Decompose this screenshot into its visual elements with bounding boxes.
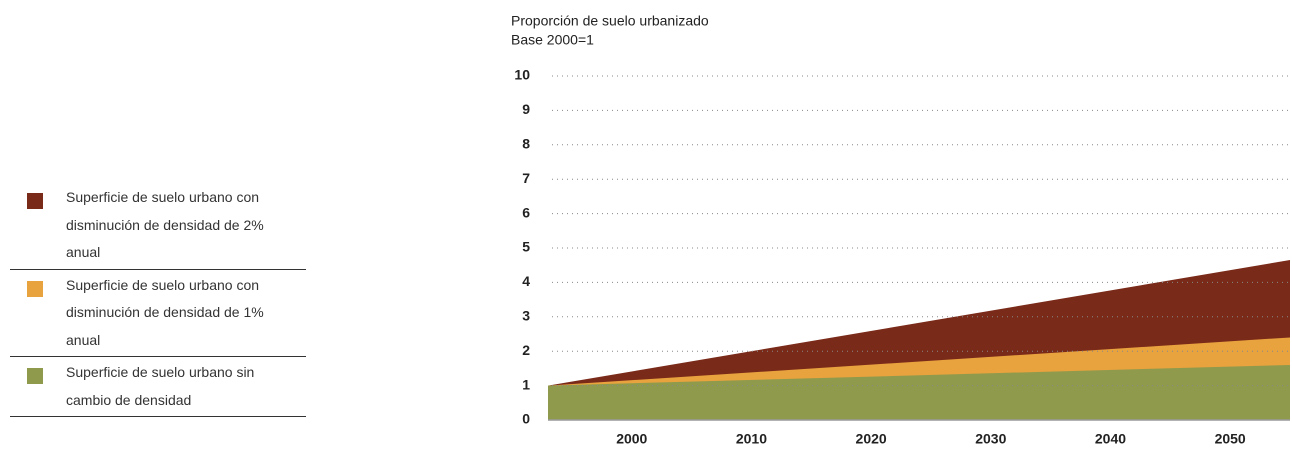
x-tick-label: 2050 xyxy=(1215,431,1246,447)
chart-subtitle: Base 2000=1 xyxy=(511,32,594,48)
y-tick-label: 4 xyxy=(522,273,530,289)
x-tick-label: 2010 xyxy=(736,431,767,447)
x-tick-label: 2030 xyxy=(975,431,1006,447)
x-tick-label: 2040 xyxy=(1095,431,1126,447)
y-tick-label: 7 xyxy=(522,170,530,186)
y-tick-label: 8 xyxy=(522,136,530,152)
area xyxy=(548,364,1290,420)
y-tick-label: 6 xyxy=(522,204,530,220)
legend-swatch xyxy=(27,280,43,297)
legend-entry: Superficie de suelo urbano sin cambio de… xyxy=(10,357,306,417)
x-tick-label: 2020 xyxy=(856,431,887,447)
legend-swatch xyxy=(27,193,43,209)
y-tick-label: 10 xyxy=(514,67,530,83)
y-tick-label: 2 xyxy=(522,342,530,358)
legend-swatch xyxy=(27,368,43,384)
legend-label: Superficie de suelo urbano sin cambio de… xyxy=(66,364,255,408)
chart-title: Proporción de suelo urbanizado xyxy=(511,13,709,29)
y-tick-label: 5 xyxy=(522,239,530,255)
legend-entry: Superficie de suelo urbano con disminuci… xyxy=(10,270,306,357)
y-tick-label: 9 xyxy=(522,101,530,117)
legend-label: Superficie de suelo urbano con disminuci… xyxy=(66,189,264,260)
y-tick-label: 3 xyxy=(522,308,530,324)
legend: Superficie de suelo urbano con disminuci… xyxy=(10,182,306,417)
x-tick-label: 2000 xyxy=(616,431,647,447)
legend-entry: Superficie de suelo urbano con disminuci… xyxy=(10,182,306,270)
y-tick-label: 0 xyxy=(522,411,530,427)
y-tick-label: 1 xyxy=(522,376,530,392)
legend-label: Superficie de suelo urbano con disminuci… xyxy=(66,276,264,348)
